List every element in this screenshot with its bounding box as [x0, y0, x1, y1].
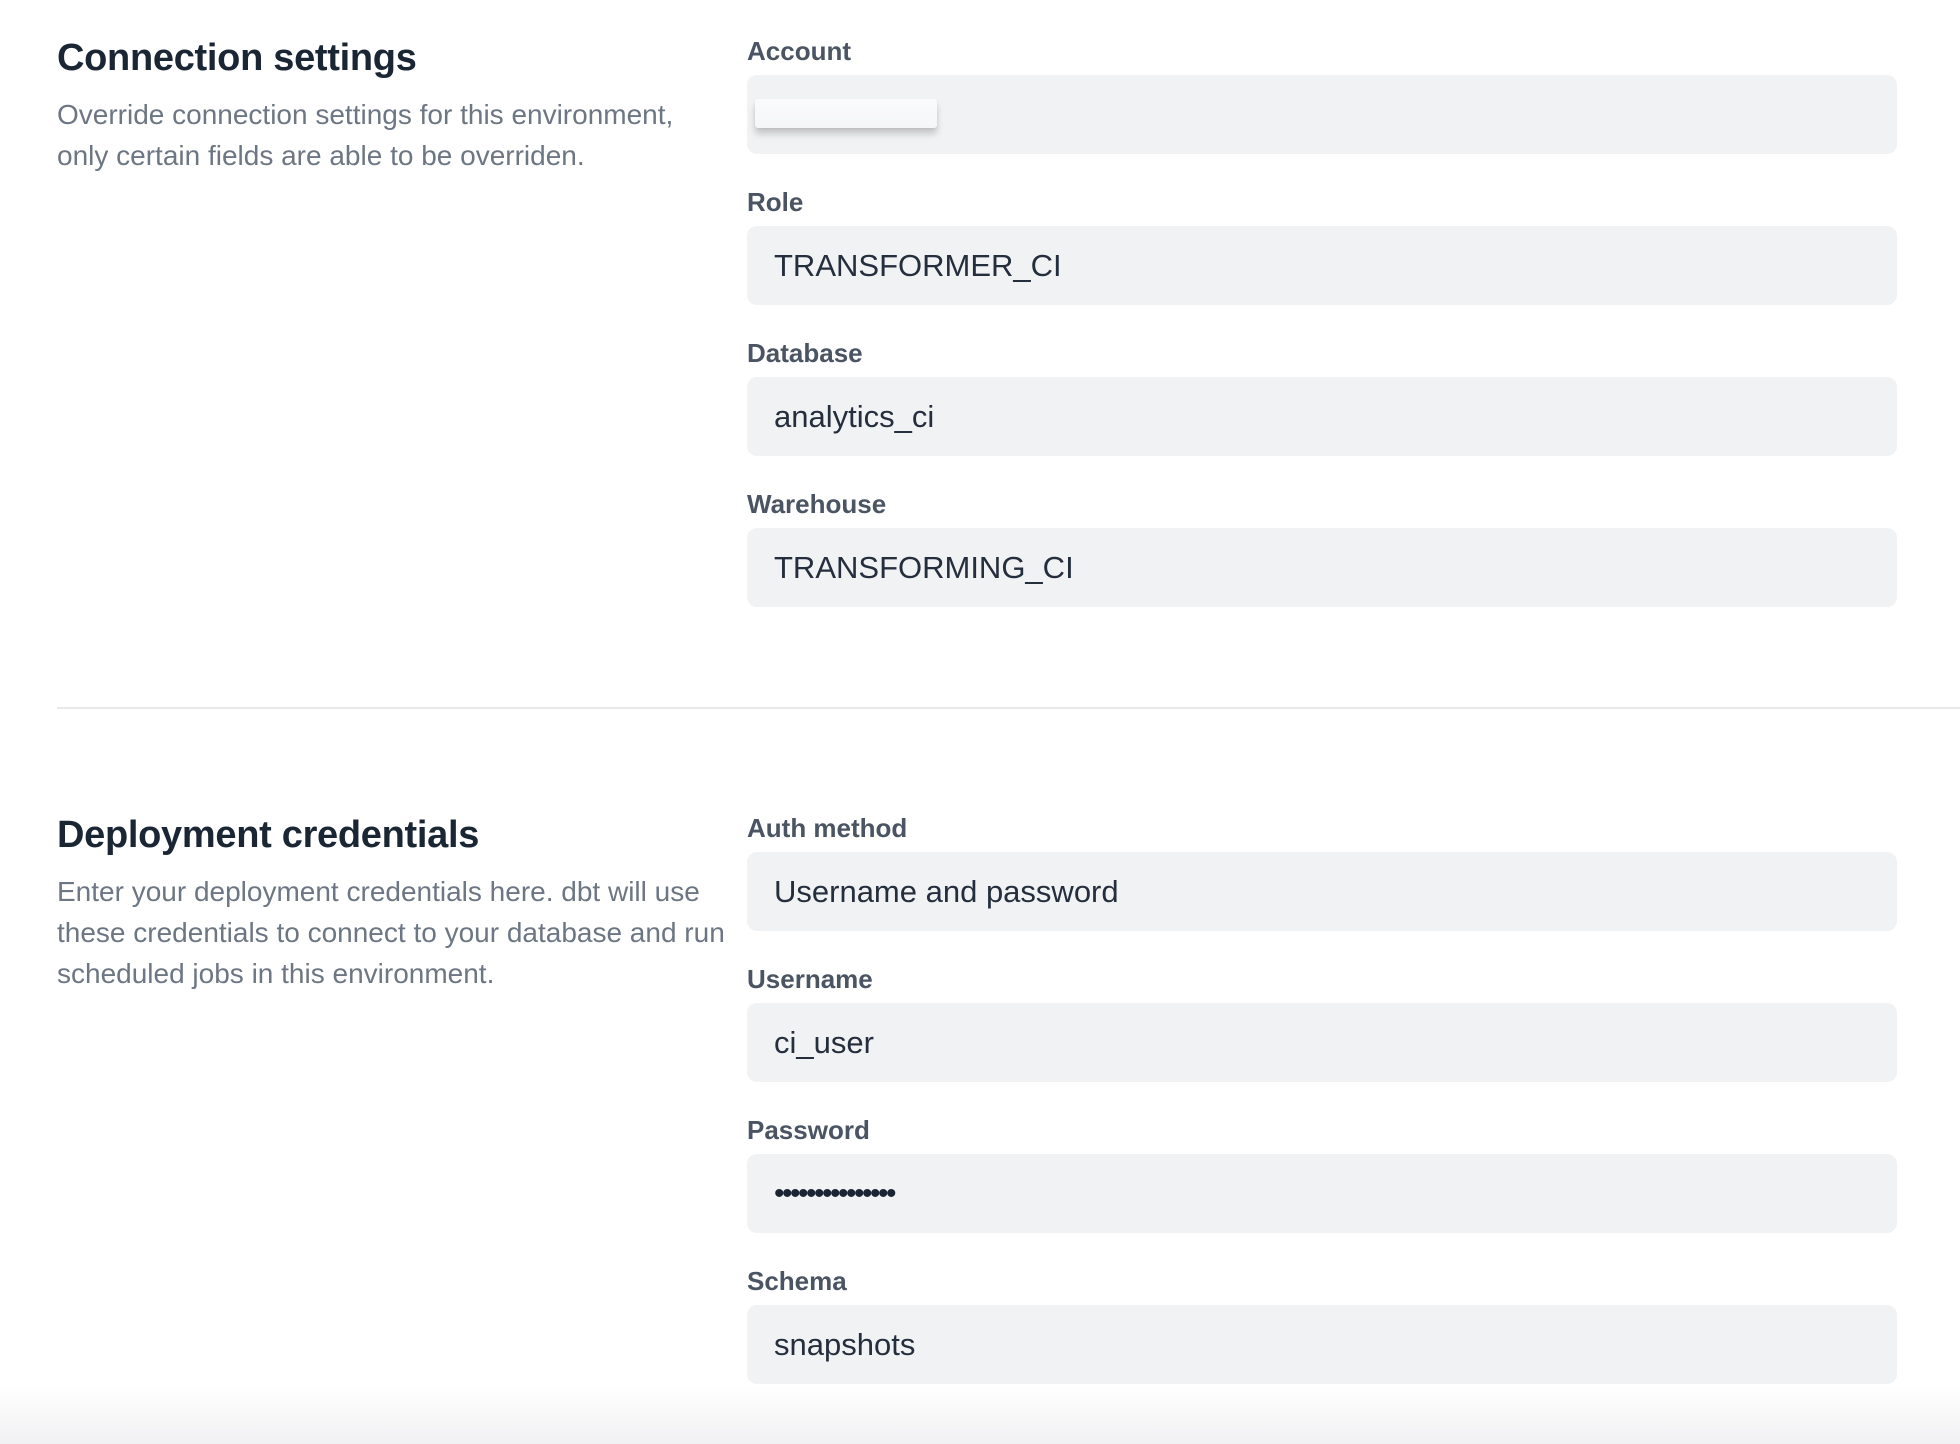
deployment-credentials-section: Deployment credentials Enter your deploy… — [0, 709, 1960, 1384]
schema-input[interactable]: snapshots — [747, 1305, 1897, 1384]
account-field-group: Account — [747, 36, 1897, 154]
description-line: Enter your deployment credentials here. … — [57, 876, 700, 907]
connection-settings-section: Connection settings Override connection … — [0, 0, 1960, 607]
section-title: Connection settings — [57, 37, 417, 79]
section-title: Deployment credentials — [57, 814, 480, 856]
username-label: Username — [747, 964, 873, 994]
database-label: Database — [747, 338, 863, 368]
role-value: TRANSFORMER_CI — [774, 247, 1062, 283]
auth-method-label: Auth method — [747, 813, 908, 843]
username-input[interactable]: ci_user — [747, 1003, 1897, 1082]
password-input[interactable]: ••••••••••••••• — [747, 1154, 1897, 1233]
schema-value: snapshots — [774, 1326, 916, 1362]
deployment-credentials-intro: Deployment credentials Enter your deploy… — [57, 813, 747, 1384]
account-input[interactable] — [747, 75, 1897, 154]
warehouse-label: Warehouse — [747, 489, 887, 519]
description-line: these credentials to connect to your dat… — [57, 917, 725, 948]
redacted-value-overlay — [755, 99, 937, 128]
database-input[interactable]: analytics_ci — [747, 377, 1897, 456]
role-input[interactable]: TRANSFORMER_CI — [747, 226, 1897, 305]
auth-method-input[interactable]: Username and password — [747, 852, 1897, 931]
username-value: ci_user — [774, 1024, 874, 1060]
warehouse-value: TRANSFORMING_CI — [774, 549, 1074, 585]
deployment-credentials-form: Auth method Username and password Userna… — [747, 813, 1897, 1384]
section-description: Enter your deployment credentials here. … — [57, 871, 725, 994]
password-label: Password — [747, 1115, 870, 1145]
connection-settings-intro: Connection settings Override connection … — [57, 36, 747, 607]
section-divider — [57, 707, 1960, 709]
database-field-group: Database analytics_ci — [747, 338, 1897, 456]
connection-settings-form: Account Role TRANSFORMER_CI Database ana… — [747, 36, 1897, 607]
schema-field-group: Schema snapshots — [747, 1266, 1897, 1384]
role-field-group: Role TRANSFORMER_CI — [747, 187, 1897, 305]
bottom-gradient — [0, 1384, 1960, 1444]
warehouse-field-group: Warehouse TRANSFORMING_CI — [747, 489, 1897, 607]
username-field-group: Username ci_user — [747, 964, 1897, 1082]
database-value: analytics_ci — [774, 398, 935, 434]
warehouse-input[interactable]: TRANSFORMING_CI — [747, 528, 1897, 607]
auth-method-value: Username and password — [774, 873, 1119, 909]
auth-method-field-group: Auth method Username and password — [747, 813, 1897, 931]
description-line: only certain fields are able to be overr… — [57, 140, 585, 171]
description-line: scheduled jobs in this environment. — [57, 958, 495, 989]
schema-label: Schema — [747, 1266, 847, 1296]
section-description: Override connection settings for this en… — [57, 94, 717, 176]
role-label: Role — [747, 187, 804, 217]
description-line: Override connection settings for this en… — [57, 99, 674, 130]
password-masked-value: ••••••••••••••• — [774, 1176, 897, 1210]
account-label: Account — [747, 36, 851, 66]
password-field-group: Password ••••••••••••••• — [747, 1115, 1897, 1233]
